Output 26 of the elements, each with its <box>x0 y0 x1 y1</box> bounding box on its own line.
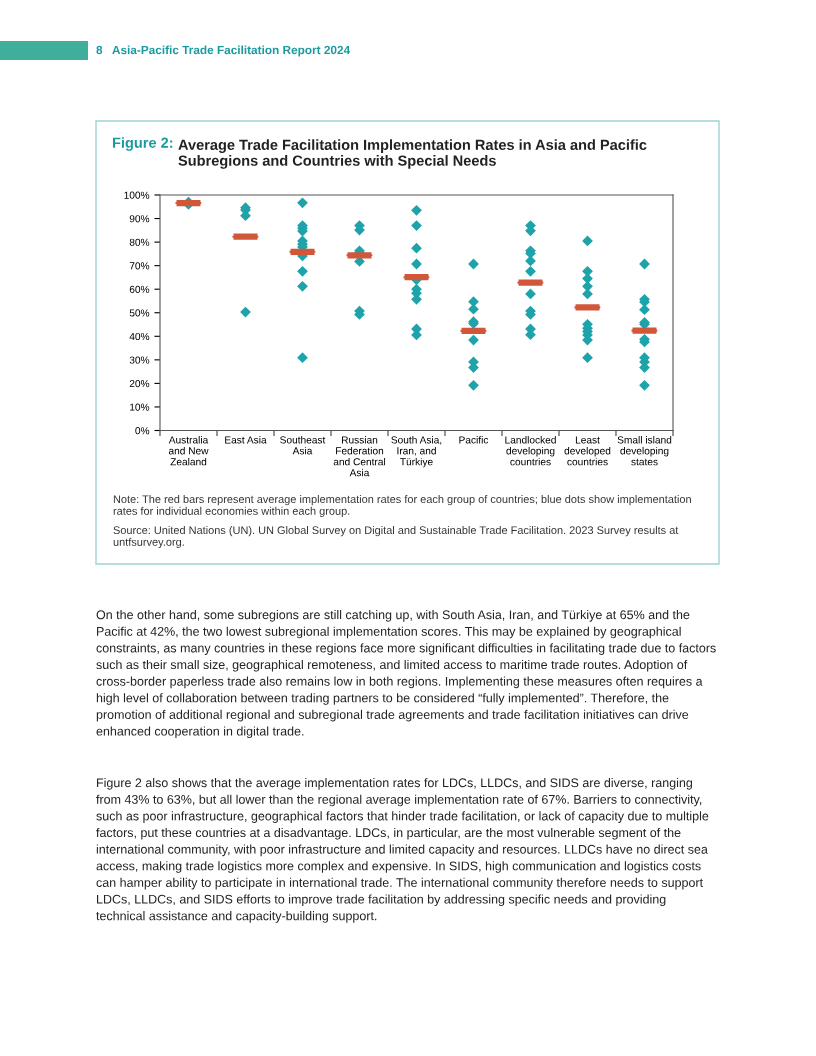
y-tick-label: 20% <box>129 379 150 388</box>
text: Figure 2 also shows that the average implementation rates for LDCs, LLDCs, and SIDS are diverse, ranging from 43% to 63%, but all lower than the regional average implementation rate of 67%. Barriers to connectivity, such as poor infrastructure, geographical factors that hinder trade facilitation, or lack of capacity due to multiple factors, put these countries at a disadvantage. LDCs, in particular, are the most vulnerable segment of the international community, with poor infrastructure and limited capacity and resources. LLDCs have no direct sea access, making trade logistics more complex and expensive. In SIDS, high communication and logistics costs can hamper ability to participate in international trade. The international community therefore needs to support LDCs, LLDCs, and SIDS efforts to improve trade facilitation by addressing specific needs and providing technical assistance and capacity-building support. <box>96 778 709 923</box>
x-tick-label: Least developed countries <box>564 436 611 466</box>
x-tick-label: East Asia <box>225 436 267 444</box>
x-tick-label: Southeast Asia <box>280 436 326 455</box>
y-tick-label: 50% <box>129 309 150 317</box>
x-tick-label: Australia and New Zealand <box>168 436 209 466</box>
y-tick-label: 0% <box>135 427 150 435</box>
text: On the other hand, some subregions are still catching up, with South Asia, Iran, and Türkiye at 65% and the Pacific at 42%, the two lowest subregional implementation scores. This may be explained by geographical constraints, as many countries in these regions face more significant difficulties in facilitating trade due to factors such as their small size, geographical remoteness, and limited access to maritime trade routes. Adoption of cross-border paperless trade also remains low in both regions. Implementing these measures often requires a high level of collaboration between trading partners to be considered “fully implemented”. Therefore, the promotion of additional regional and subregional trade agreements and trade facilitation initiatives can drive enhanced cooperation in digital trade. <box>96 610 716 739</box>
x-tick-label: Russian Federation and Central Asia <box>333 436 386 477</box>
x-tick-label: Pacific <box>459 436 489 444</box>
text: Note: The red bars represent average implementation rates for each group of countries; blue dots show implementation rates for individual economies within each group. <box>113 495 691 518</box>
y-tick-label: 40% <box>129 332 150 341</box>
x-tick-label: Small island developing states <box>617 436 672 466</box>
chart-title: Figure 2: Average Trade Facilitation Implementation Rates in Asia and Pacific Subregions and Countries with Special Needs <box>112 137 647 169</box>
y-tick-label: 60% <box>129 285 150 293</box>
y-tick-label: 30% <box>129 356 150 364</box>
y-tick-label: 90% <box>129 215 150 223</box>
y-tick-label: 10% <box>130 403 150 411</box>
source-note: Source: United Nations (UN). UN Global Survey on Digital and Sustainable Trade Facilitation. 2023 Survey results at untfsurvey.org. <box>113 526 679 549</box>
y-tick-label: 70% <box>129 262 150 270</box>
x-tick-label: Landlocked developing countries <box>505 436 556 466</box>
y-tick-label: 100% <box>124 191 150 199</box>
text: 8 Asia-Pacific Trade Facilitation Report 2024 <box>96 45 351 57</box>
x-tick-label: South Asia, Iran, and Türkiye <box>391 436 442 468</box>
y-tick-label: 80% <box>129 238 150 246</box>
